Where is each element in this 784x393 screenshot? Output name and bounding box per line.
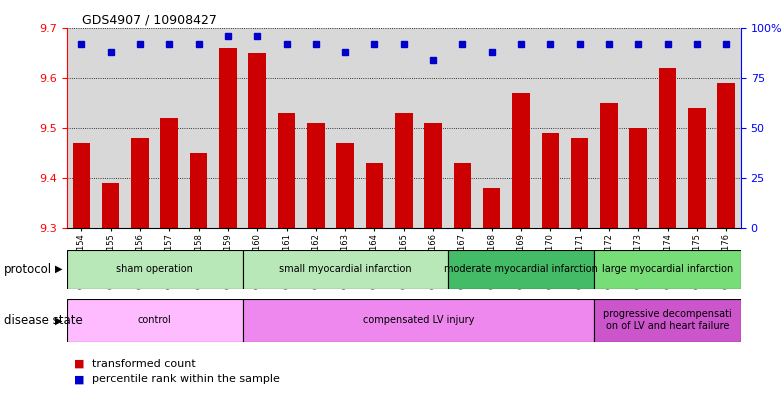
Text: transformed count: transformed count xyxy=(92,358,195,369)
Text: GDS4907 / 10908427: GDS4907 / 10908427 xyxy=(82,14,217,27)
Bar xyxy=(190,153,207,228)
Bar xyxy=(601,103,618,228)
Text: large myocardial infarction: large myocardial infarction xyxy=(602,264,733,274)
Bar xyxy=(72,143,90,228)
Bar xyxy=(542,133,559,228)
Bar xyxy=(512,93,530,228)
Bar xyxy=(424,123,442,228)
Bar xyxy=(249,53,266,228)
Bar xyxy=(717,83,735,228)
Bar xyxy=(67,250,242,289)
Bar xyxy=(395,113,412,228)
Bar xyxy=(67,299,242,342)
Bar xyxy=(336,143,354,228)
Bar xyxy=(630,128,647,228)
Text: protocol: protocol xyxy=(4,263,52,276)
Bar xyxy=(594,250,741,289)
Text: ■: ■ xyxy=(74,358,89,369)
Bar xyxy=(365,163,383,228)
Bar xyxy=(594,299,741,342)
Bar xyxy=(688,108,706,228)
Bar xyxy=(161,118,178,228)
Bar xyxy=(307,123,325,228)
Text: ▶: ▶ xyxy=(55,315,63,325)
Text: compensated LV injury: compensated LV injury xyxy=(363,315,474,325)
Text: sham operation: sham operation xyxy=(116,264,193,274)
Text: ▶: ▶ xyxy=(55,264,63,274)
Text: small myocardial infarction: small myocardial infarction xyxy=(279,264,412,274)
Bar xyxy=(102,183,119,228)
Text: percentile rank within the sample: percentile rank within the sample xyxy=(92,374,280,384)
Text: progressive decompensati
on of LV and heart failure: progressive decompensati on of LV and he… xyxy=(603,310,732,331)
Bar xyxy=(219,48,237,228)
Text: ■: ■ xyxy=(74,374,89,384)
Text: control: control xyxy=(138,315,172,325)
Text: disease state: disease state xyxy=(4,314,82,327)
Bar xyxy=(454,163,471,228)
Bar xyxy=(571,138,589,228)
Text: moderate myocardial infarction: moderate myocardial infarction xyxy=(444,264,598,274)
Bar xyxy=(483,188,500,228)
Bar xyxy=(242,299,594,342)
Bar xyxy=(242,250,448,289)
Bar xyxy=(448,250,594,289)
Bar xyxy=(278,113,296,228)
Bar xyxy=(659,68,677,228)
Bar xyxy=(131,138,149,228)
